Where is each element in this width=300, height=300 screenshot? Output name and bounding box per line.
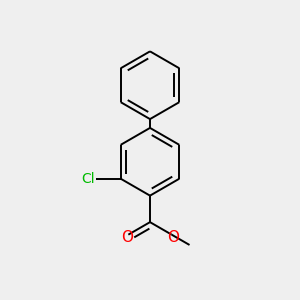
Text: O: O — [121, 230, 133, 244]
Text: O: O — [167, 230, 179, 244]
Text: Cl: Cl — [81, 172, 95, 186]
